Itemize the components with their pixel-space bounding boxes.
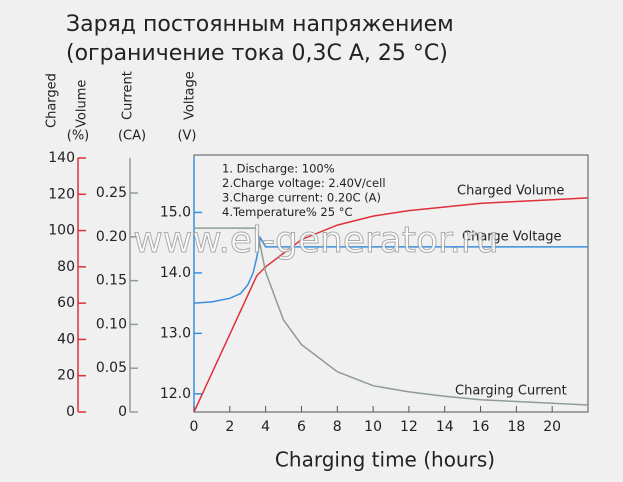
annotation: 4.Temperature% 25 °C: [222, 205, 352, 219]
y-tick-label: 140: [48, 150, 75, 166]
x-tick-label: 16: [472, 419, 490, 435]
y-axis-label: (%): [67, 129, 90, 144]
y3-tick-label: 12.0: [160, 386, 191, 402]
series-line: [193, 197, 589, 413]
y3-axis-label: Voltage: [183, 71, 198, 120]
y-tick-label: 0: [66, 404, 75, 420]
y2-tick-label: 0.10: [96, 316, 127, 332]
y3-tick-label: 13.0: [160, 325, 191, 341]
annotation: 1. Discharge: 100%: [222, 162, 335, 176]
y-tick-label: 60: [57, 295, 75, 311]
x-tick-label: 0: [190, 419, 199, 435]
y-axis-label: Charged: [45, 73, 60, 128]
chart-title: (ограничение тока 0,3C A, 25 °C): [66, 41, 448, 66]
y2-tick-label: 0.25: [96, 185, 127, 201]
annotation: 2.Charge voltage: 2.40V/cell: [222, 176, 386, 190]
x-tick-label: 10: [364, 419, 382, 435]
watermark: www.el-generator.ru: [133, 220, 498, 261]
x-tick-label: 8: [333, 419, 342, 435]
y-tick-label: 100: [48, 223, 75, 239]
y3-axis-label: (V): [177, 129, 196, 144]
y-tick-label: 120: [48, 186, 75, 202]
x-tick-label: 12: [400, 419, 418, 435]
series-label: Charged Volume: [457, 184, 564, 199]
chart-title: Заряд постоянным напряжением: [66, 12, 454, 37]
x-tick-label: 14: [436, 419, 454, 435]
y-tick-label: 80: [57, 259, 75, 275]
x-tick-label: 4: [261, 419, 270, 435]
y-tick-label: 40: [57, 331, 75, 347]
series-label: Charge Voltage: [462, 230, 562, 245]
series-label: Charging Current: [455, 384, 567, 399]
y2-axis-label: Current: [121, 71, 136, 120]
x-tick-label: 20: [543, 419, 561, 435]
y2-tick-label: 0.05: [96, 360, 127, 376]
x-axis-label: Charging time (hours): [275, 448, 495, 472]
annotation: 3.Charge current: 0.20C (A): [222, 191, 381, 205]
y-tick-label: 20: [57, 368, 75, 384]
y2-tick-label: 0.15: [96, 273, 127, 289]
y2-axis-label: (CA): [118, 129, 146, 144]
y3-tick-label: 15.0: [160, 204, 191, 220]
series-line: [193, 235, 588, 304]
series-line: [194, 227, 589, 406]
x-tick-label: 6: [297, 419, 306, 435]
x-tick-label: 2: [225, 419, 234, 435]
y3-tick-label: 14.0: [160, 265, 191, 281]
y-axis-label: Volume: [75, 80, 90, 128]
x-tick-label: 18: [507, 419, 525, 435]
y2-tick-label: 0: [118, 404, 127, 420]
y2-tick-label: 0.20: [96, 229, 127, 245]
